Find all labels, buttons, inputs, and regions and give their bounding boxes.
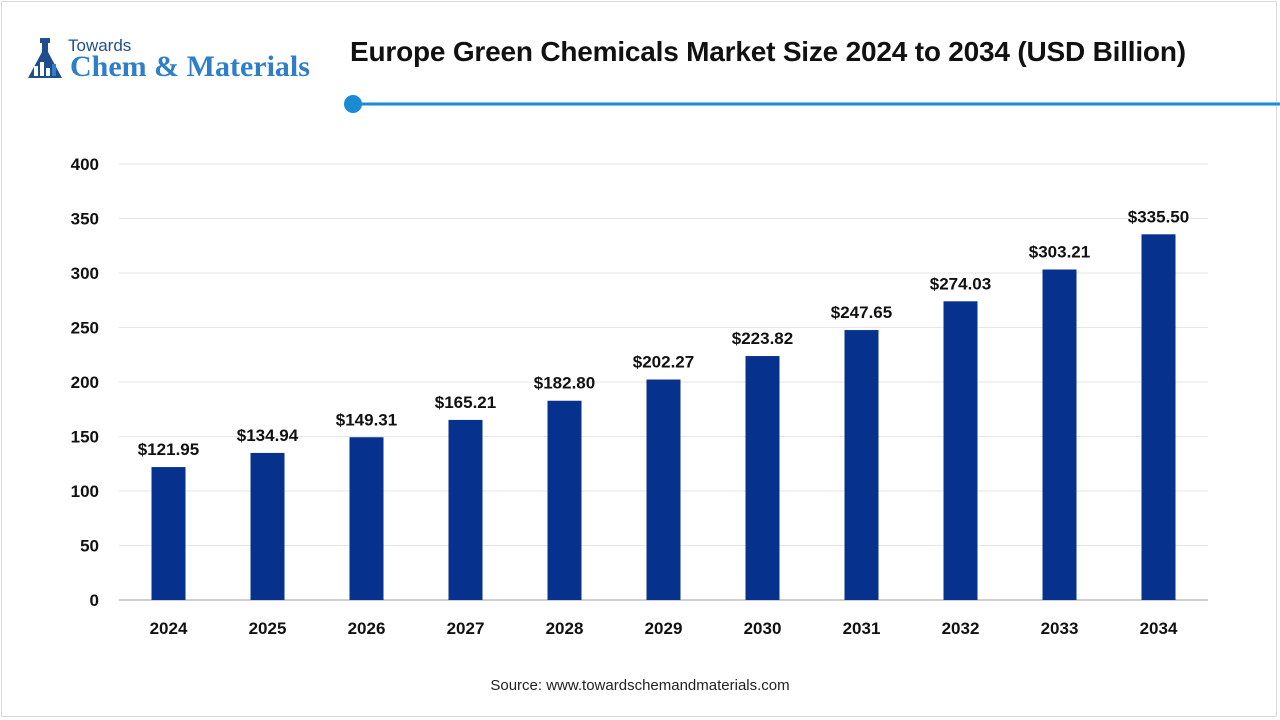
data-label: $165.21 [435, 393, 496, 412]
logo-main-text: Chem & Materials [70, 50, 310, 83]
logo-towards-text: Towards [68, 36, 132, 55]
y-tick-label: 400 [71, 155, 99, 174]
data-label: $202.27 [633, 353, 694, 372]
x-tick-label: 2029 [645, 619, 683, 638]
x-tick-label: 2030 [744, 619, 782, 638]
bar [448, 419, 483, 600]
x-tick-label: 2028 [546, 619, 584, 638]
bar [943, 301, 978, 600]
bar [646, 379, 681, 600]
flask-icon [28, 38, 62, 78]
x-tick-label: 2025 [249, 619, 287, 638]
data-label: $303.21 [1029, 243, 1090, 262]
bar [250, 452, 285, 600]
y-tick-label: 350 [71, 210, 99, 229]
bar [547, 400, 582, 600]
y-tick-label: 250 [71, 319, 99, 338]
y-tick-label: 0 [90, 591, 99, 610]
data-label: $223.82 [732, 329, 793, 348]
data-label: $149.31 [336, 410, 397, 429]
x-tick-label: 2024 [150, 619, 188, 638]
y-tick-label: 200 [71, 373, 99, 392]
bar [745, 356, 780, 600]
x-tick-label: 2027 [447, 619, 485, 638]
brand-logo: Towards Chem & Materials [24, 36, 334, 86]
chart-title: Europe Green Chemicals Market Size 2024 … [350, 36, 1186, 67]
source-note: Source: www.towardschemandmaterials.com [490, 677, 790, 694]
y-tick-label: 300 [71, 264, 99, 283]
y-tick-label: 150 [71, 428, 99, 447]
bar [1042, 269, 1077, 600]
x-tick-label: 2034 [1140, 619, 1178, 638]
bar [1141, 234, 1176, 600]
bar [151, 467, 186, 600]
data-label: $121.95 [138, 440, 199, 459]
x-tick-label: 2033 [1041, 619, 1079, 638]
y-tick-label: 50 [80, 537, 99, 556]
data-label: $134.94 [237, 426, 299, 445]
data-label: $274.03 [930, 274, 991, 293]
data-label: $182.80 [534, 374, 595, 393]
x-tick-label: 2026 [348, 619, 386, 638]
x-tick-label: 2032 [942, 619, 980, 638]
data-label: $247.65 [831, 303, 892, 322]
title-underline [344, 95, 1280, 113]
y-tick-label: 100 [71, 482, 99, 501]
bar [349, 437, 384, 600]
data-label: $335.50 [1128, 207, 1189, 226]
x-tick-label: 2031 [843, 619, 881, 638]
bar [844, 330, 879, 600]
